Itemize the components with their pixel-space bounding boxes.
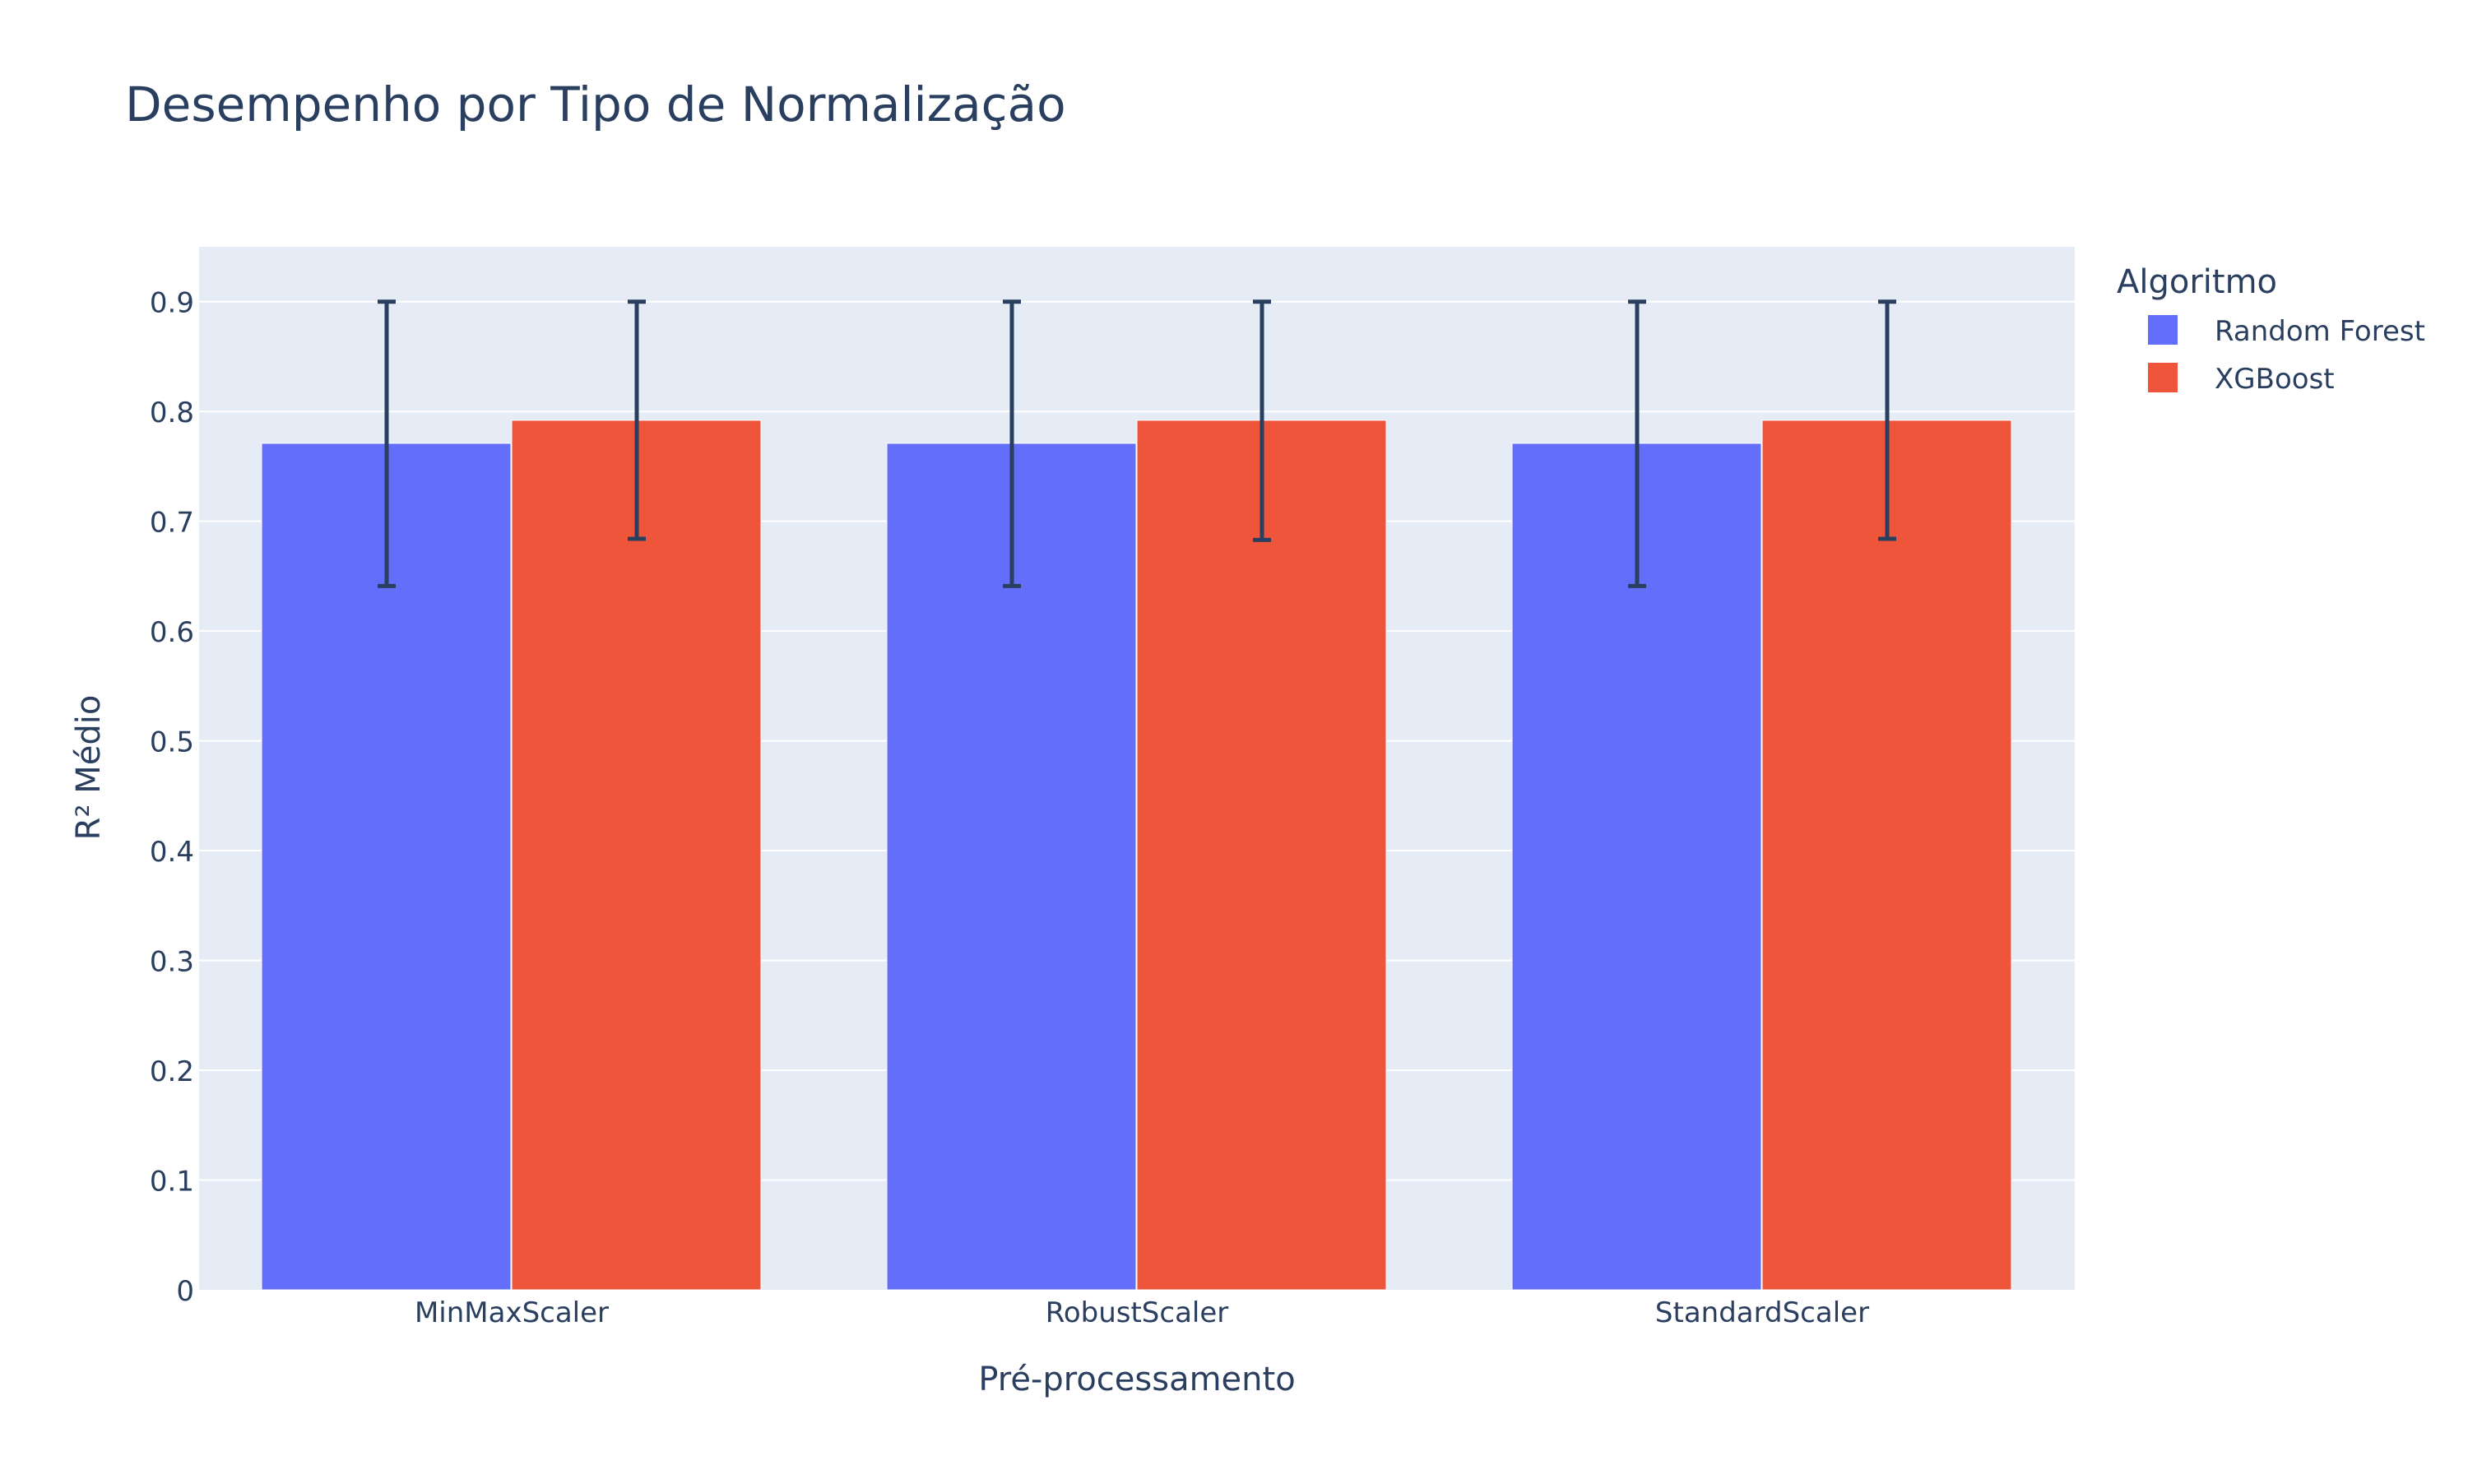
bar (511, 420, 762, 1291)
y-tick-label: 0.5 (150, 726, 194, 759)
legend-label: Random Forest (2215, 315, 2425, 348)
legend-label: XGBoost (2215, 363, 2335, 396)
y-tick-label: 0.4 (150, 836, 194, 869)
y-tick-label: 0.3 (150, 946, 194, 979)
y-tick-label: 0.6 (150, 616, 194, 649)
x-tick-label: StandardScaler (1655, 1296, 1869, 1329)
y-tick-label: 0.1 (150, 1166, 194, 1199)
legend-swatch (2148, 363, 2178, 392)
x-tick-label: RobustScaler (1046, 1296, 1229, 1329)
bar (1761, 420, 2012, 1291)
bars (261, 420, 2012, 1291)
y-tick-label: 0.8 (150, 397, 194, 429)
y-tick-label: 0.9 (150, 287, 194, 320)
y-tick-label: 0.2 (150, 1055, 194, 1088)
error-bars (378, 299, 1896, 588)
y-axis-title: R² Médio (70, 695, 108, 841)
x-tick-label: MinMaxScaler (415, 1296, 609, 1329)
legend-title: Algoritmo (2117, 263, 2277, 301)
y-tick-label: 0.7 (150, 507, 194, 540)
x-axis-title: Pré-processamento (978, 1361, 1295, 1398)
chart-title: Desempenho por Tipo de Normalização (125, 77, 1066, 132)
legend-swatch (2148, 315, 2178, 345)
bar (1136, 420, 1387, 1291)
y-tick-label: 0 (176, 1275, 194, 1308)
x-axis-ticks: MinMaxScaler RobustScaler StandardScaler (415, 1296, 1869, 1329)
y-axis-ticks: 0 0.1 0.2 0.3 0.4 0.5 0.6 0.7 0.8 0.9 (150, 287, 194, 1308)
legend-items[interactable]: Random Forest XGBoost (2148, 315, 2425, 396)
legend[interactable]: Algoritmo Random Forest XGBoost (2117, 263, 2425, 396)
